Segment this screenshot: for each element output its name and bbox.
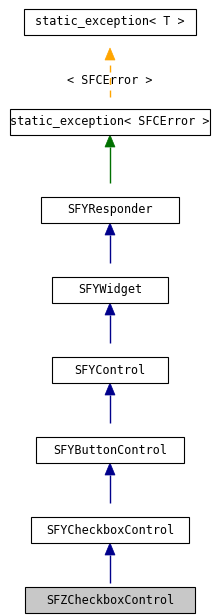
Polygon shape	[105, 135, 115, 147]
Text: SFYControl: SFYControl	[74, 363, 146, 376]
Text: SFYCheckboxControl: SFYCheckboxControl	[46, 524, 174, 537]
FancyBboxPatch shape	[25, 587, 195, 613]
Text: SFYButtonControl: SFYButtonControl	[53, 444, 167, 456]
FancyBboxPatch shape	[24, 9, 196, 35]
Text: SFYResponder: SFYResponder	[67, 203, 153, 216]
Polygon shape	[105, 303, 115, 315]
Polygon shape	[105, 463, 115, 475]
FancyBboxPatch shape	[10, 109, 210, 135]
Text: static_exception< SFCError >: static_exception< SFCError >	[10, 116, 210, 129]
Text: SFYWidget: SFYWidget	[78, 283, 142, 296]
Polygon shape	[105, 543, 115, 555]
Text: static_exception< T >: static_exception< T >	[35, 15, 185, 28]
Polygon shape	[105, 48, 115, 60]
FancyBboxPatch shape	[52, 357, 168, 383]
Text: < SFCError >: < SFCError >	[67, 73, 153, 86]
Polygon shape	[105, 223, 115, 235]
FancyBboxPatch shape	[41, 197, 179, 223]
FancyBboxPatch shape	[36, 437, 184, 463]
FancyBboxPatch shape	[31, 517, 189, 543]
Polygon shape	[105, 383, 115, 395]
Text: SFZCheckboxControl: SFZCheckboxControl	[46, 593, 174, 607]
FancyBboxPatch shape	[52, 277, 168, 303]
